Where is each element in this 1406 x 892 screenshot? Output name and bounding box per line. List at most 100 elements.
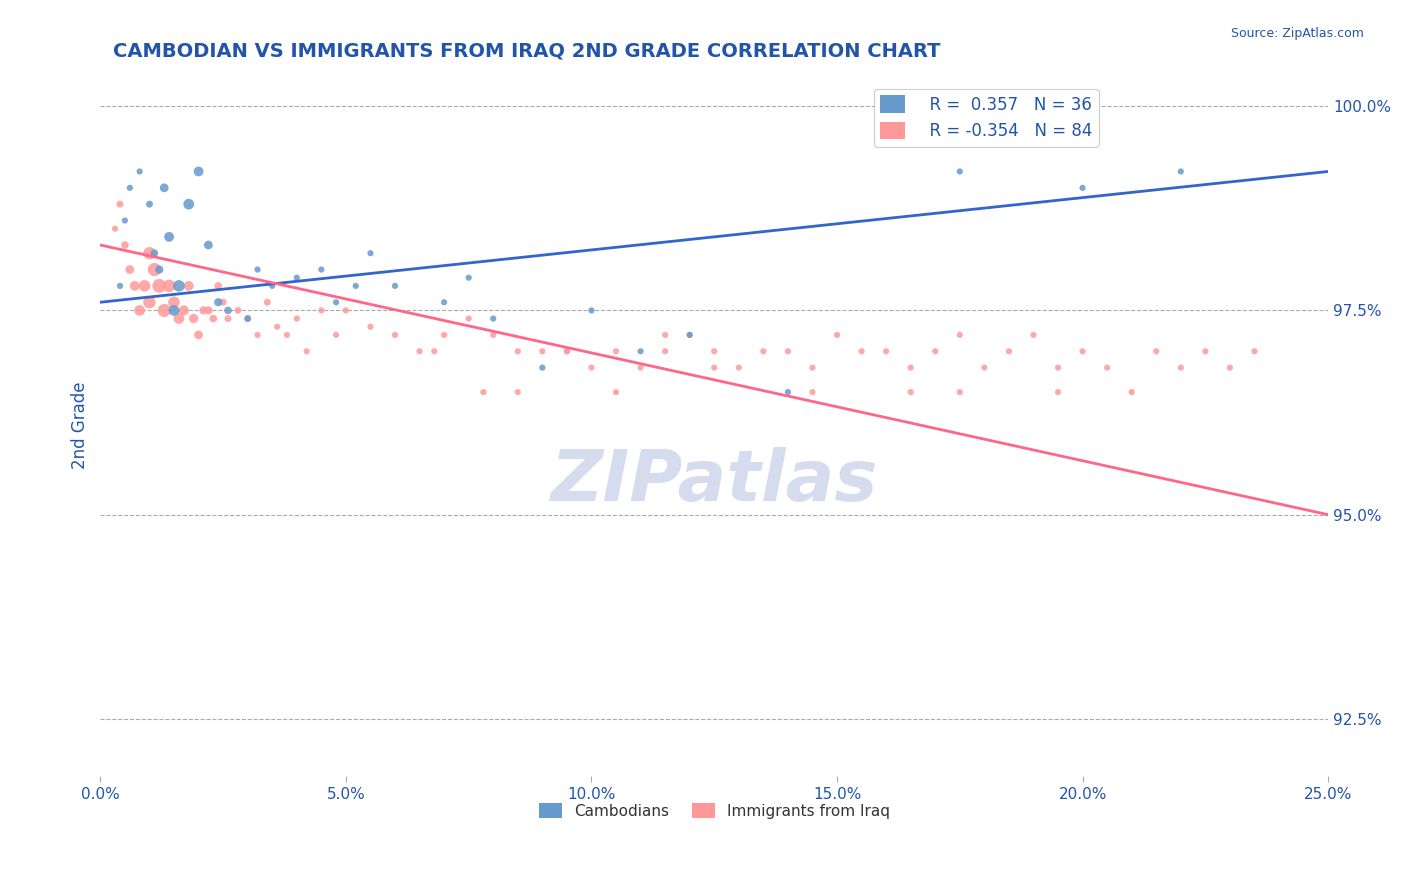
Point — [134, 278, 156, 293]
Point — [482, 327, 505, 342]
Point — [457, 270, 479, 285]
Point — [335, 303, 357, 318]
Point — [605, 344, 627, 359]
Point — [776, 344, 799, 359]
Point — [1047, 360, 1070, 375]
Point — [555, 344, 578, 359]
Point — [114, 238, 136, 252]
Point — [262, 278, 284, 293]
Point — [654, 344, 676, 359]
Point — [285, 270, 308, 285]
Point — [266, 319, 288, 334]
Point — [408, 344, 430, 359]
Point — [163, 295, 186, 310]
Point — [311, 303, 333, 318]
Point — [679, 327, 702, 342]
Point — [236, 311, 259, 326]
Point — [1071, 344, 1094, 359]
Point — [531, 360, 554, 375]
Point — [801, 385, 824, 400]
Point — [679, 327, 702, 342]
Point — [949, 164, 972, 178]
Point — [157, 278, 180, 293]
Point — [433, 327, 456, 342]
Point — [167, 311, 190, 326]
Point — [998, 344, 1021, 359]
Point — [581, 360, 603, 375]
Point — [384, 327, 406, 342]
Point — [311, 262, 333, 277]
Point — [851, 344, 873, 359]
Point — [1194, 344, 1216, 359]
Point — [236, 311, 259, 326]
Text: Source: ZipAtlas.com: Source: ZipAtlas.com — [1230, 27, 1364, 40]
Point — [1170, 360, 1192, 375]
Point — [118, 262, 141, 277]
Point — [143, 246, 166, 260]
Point — [217, 303, 239, 318]
Point — [325, 327, 347, 342]
Point — [226, 303, 249, 318]
Point — [703, 360, 725, 375]
Point — [344, 278, 367, 293]
Point — [776, 385, 799, 400]
Point — [217, 311, 239, 326]
Point — [506, 344, 529, 359]
Point — [825, 327, 848, 342]
Point — [153, 181, 176, 195]
Point — [138, 295, 160, 310]
Point — [531, 344, 554, 359]
Point — [138, 197, 160, 211]
Point — [605, 385, 627, 400]
Point — [197, 238, 219, 252]
Point — [163, 303, 186, 318]
Point — [153, 303, 176, 318]
Point — [167, 278, 190, 293]
Point — [1047, 385, 1070, 400]
Point — [924, 344, 946, 359]
Point — [177, 278, 200, 293]
Point — [138, 246, 160, 260]
Point — [727, 360, 749, 375]
Point — [148, 278, 170, 293]
Point — [1144, 344, 1167, 359]
Point — [157, 230, 180, 244]
Point — [1071, 181, 1094, 195]
Point — [1219, 360, 1241, 375]
Point — [1243, 344, 1265, 359]
Point — [295, 344, 318, 359]
Point — [801, 360, 824, 375]
Y-axis label: 2nd Grade: 2nd Grade — [72, 381, 89, 468]
Point — [108, 197, 131, 211]
Point — [197, 303, 219, 318]
Point — [506, 385, 529, 400]
Point — [202, 311, 225, 326]
Point — [193, 303, 215, 318]
Point — [246, 262, 269, 277]
Point — [173, 303, 195, 318]
Point — [359, 319, 381, 334]
Point — [177, 197, 200, 211]
Point — [433, 295, 456, 310]
Point — [630, 344, 652, 359]
Point — [256, 295, 278, 310]
Point — [1095, 360, 1118, 375]
Point — [104, 221, 127, 235]
Point — [148, 262, 170, 277]
Point — [1022, 327, 1045, 342]
Point — [128, 164, 150, 178]
Point — [630, 360, 652, 375]
Point — [472, 385, 495, 400]
Point — [703, 344, 725, 359]
Point — [875, 344, 897, 359]
Point — [212, 295, 235, 310]
Point — [128, 303, 150, 318]
Point — [900, 385, 922, 400]
Point — [949, 385, 972, 400]
Point — [423, 344, 446, 359]
Point — [482, 311, 505, 326]
Point — [118, 181, 141, 195]
Point — [143, 262, 166, 277]
Point — [108, 278, 131, 293]
Point — [949, 327, 972, 342]
